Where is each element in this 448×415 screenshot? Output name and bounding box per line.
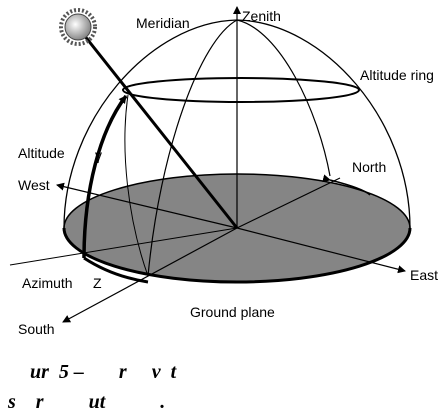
label: Z — [93, 275, 102, 291]
label: Meridian — [136, 15, 190, 31]
label: γ — [95, 147, 102, 163]
label: North — [352, 159, 386, 175]
label: East — [410, 267, 438, 283]
caption: s r ut . — [7, 391, 165, 413]
caption: ur 5 – r v t — [30, 361, 178, 383]
label: Azimuth — [22, 275, 73, 291]
meridian-back — [237, 20, 330, 176]
label: Ground plane — [190, 304, 275, 320]
label: South — [18, 321, 55, 337]
label: Altitude ring — [360, 67, 434, 83]
label: Zenith — [242, 8, 281, 24]
altitude-ring — [123, 78, 359, 102]
sun — [61, 10, 95, 44]
label: West — [18, 177, 50, 193]
diagram: Meridian Zenith Altitude ring Altitude γ… — [0, 0, 448, 415]
label: Altitude — [18, 145, 65, 161]
